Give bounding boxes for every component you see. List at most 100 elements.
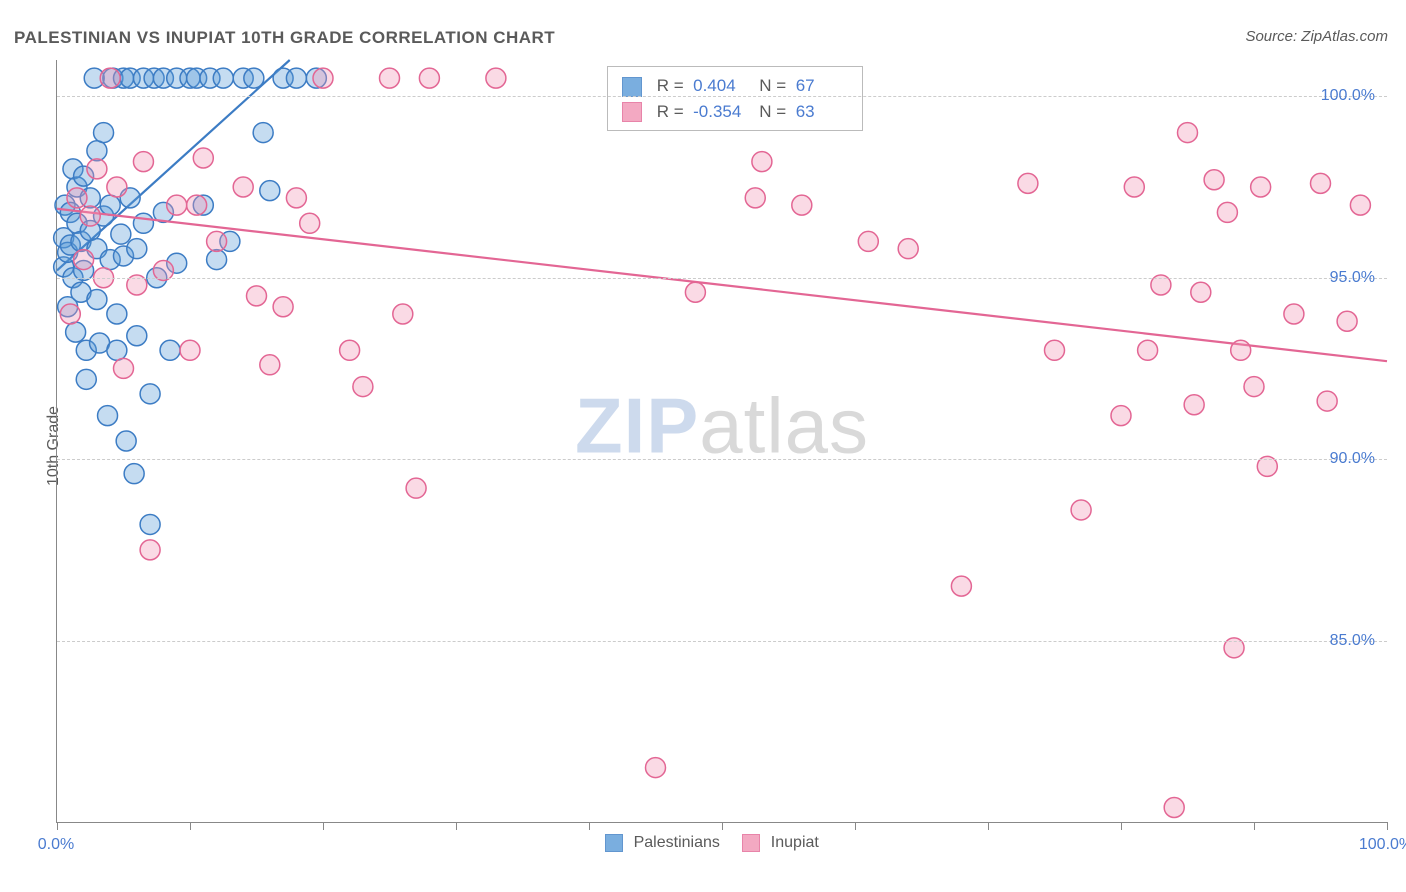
gridline-h bbox=[57, 641, 1387, 642]
data-point bbox=[140, 514, 160, 534]
data-point bbox=[1184, 395, 1204, 415]
data-point bbox=[74, 250, 94, 270]
data-point bbox=[260, 181, 280, 201]
data-point bbox=[1311, 173, 1331, 193]
chart-title: PALESTINIAN VS INUPIAT 10TH GRADE CORREL… bbox=[14, 28, 555, 48]
x-tick bbox=[323, 822, 324, 830]
data-point bbox=[253, 123, 273, 143]
legend-swatch-palestinians-icon bbox=[605, 834, 623, 852]
data-point bbox=[244, 68, 264, 88]
data-point bbox=[1111, 406, 1131, 426]
x-tick bbox=[988, 822, 989, 830]
x-tick bbox=[190, 822, 191, 830]
x-tick bbox=[1121, 822, 1122, 830]
data-point bbox=[133, 152, 153, 172]
gridline-h bbox=[57, 459, 1387, 460]
x-tick bbox=[1254, 822, 1255, 830]
data-point bbox=[1317, 391, 1337, 411]
data-point bbox=[951, 576, 971, 596]
data-point bbox=[87, 141, 107, 161]
data-point bbox=[1251, 177, 1271, 197]
data-point bbox=[300, 213, 320, 233]
stats-row-inupiat: R = -0.354 N = 63 bbox=[622, 99, 848, 125]
data-point bbox=[107, 177, 127, 197]
data-point bbox=[98, 406, 118, 426]
stats-row-palestinians: R = 0.404 N = 67 bbox=[622, 73, 848, 99]
data-point bbox=[1164, 797, 1184, 817]
data-point bbox=[1231, 340, 1251, 360]
y-tick-label: 85.0% bbox=[1330, 632, 1375, 650]
x-tick bbox=[855, 822, 856, 830]
data-point bbox=[792, 195, 812, 215]
data-point bbox=[486, 68, 506, 88]
data-point bbox=[1350, 195, 1370, 215]
data-point bbox=[100, 68, 120, 88]
data-point bbox=[76, 369, 96, 389]
data-point bbox=[167, 195, 187, 215]
data-point bbox=[80, 206, 100, 226]
x-tick bbox=[57, 822, 58, 830]
data-point bbox=[114, 358, 134, 378]
data-point bbox=[207, 250, 227, 270]
data-point bbox=[286, 68, 306, 88]
data-point bbox=[745, 188, 765, 208]
data-point bbox=[233, 177, 253, 197]
gridline-h bbox=[57, 96, 1387, 97]
data-point bbox=[94, 123, 114, 143]
legend-label-inupiat: Inupiat bbox=[771, 834, 819, 851]
data-point bbox=[187, 195, 207, 215]
data-point bbox=[1217, 202, 1237, 222]
y-tick-label: 95.0% bbox=[1330, 269, 1375, 287]
trend-line-inupiat bbox=[57, 209, 1387, 361]
y-tick-label: 90.0% bbox=[1330, 450, 1375, 468]
n-label: N = bbox=[759, 76, 786, 95]
chart-svg bbox=[57, 60, 1387, 822]
data-point bbox=[313, 68, 333, 88]
data-point bbox=[133, 213, 153, 233]
data-point bbox=[260, 355, 280, 375]
data-point bbox=[685, 282, 705, 302]
source-label: Source: ZipAtlas.com bbox=[1245, 28, 1388, 45]
data-point bbox=[286, 188, 306, 208]
x-tick bbox=[456, 822, 457, 830]
data-point bbox=[140, 384, 160, 404]
data-point bbox=[87, 159, 107, 179]
data-point bbox=[1204, 170, 1224, 190]
data-point bbox=[100, 195, 120, 215]
legend-label-palestinians: Palestinians bbox=[634, 834, 720, 851]
x-tick-label: 100.0% bbox=[1359, 836, 1406, 854]
data-point bbox=[107, 340, 127, 360]
data-point bbox=[160, 340, 180, 360]
bottom-legend: Palestinians Inupiat bbox=[0, 834, 1406, 852]
data-point bbox=[107, 304, 127, 324]
data-point bbox=[124, 464, 144, 484]
data-point bbox=[273, 297, 293, 317]
data-point bbox=[116, 431, 136, 451]
data-point bbox=[419, 68, 439, 88]
x-tick bbox=[1387, 822, 1388, 830]
data-point bbox=[180, 340, 200, 360]
data-point bbox=[207, 231, 227, 251]
r-value-inupiat: -0.354 bbox=[693, 99, 745, 125]
data-point bbox=[1045, 340, 1065, 360]
gridline-h bbox=[57, 278, 1387, 279]
data-point bbox=[752, 152, 772, 172]
swatch-palestinians-icon bbox=[622, 77, 642, 97]
x-tick bbox=[589, 822, 590, 830]
data-point bbox=[60, 304, 80, 324]
data-point bbox=[193, 148, 213, 168]
n-value-inupiat: 63 bbox=[796, 99, 848, 125]
n-value-palestinians: 67 bbox=[796, 73, 848, 99]
data-point bbox=[340, 340, 360, 360]
data-point bbox=[646, 758, 666, 778]
x-tick-label: 0.0% bbox=[38, 836, 74, 854]
data-point bbox=[247, 286, 267, 306]
data-point bbox=[111, 224, 131, 244]
swatch-inupiat-icon bbox=[622, 102, 642, 122]
data-point bbox=[353, 377, 373, 397]
r-label: R = bbox=[657, 76, 684, 95]
y-tick-label: 100.0% bbox=[1321, 87, 1375, 105]
data-point bbox=[213, 68, 233, 88]
data-point bbox=[1071, 500, 1091, 520]
data-point bbox=[87, 289, 107, 309]
